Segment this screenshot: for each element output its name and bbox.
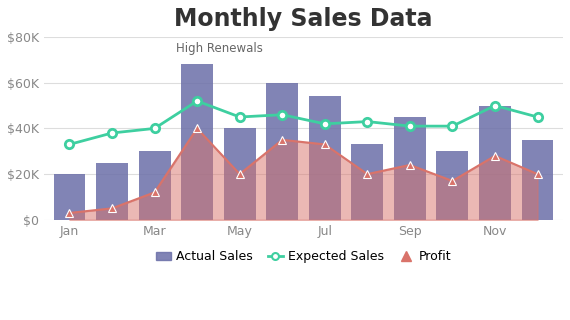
Text: High Renewals: High Renewals bbox=[176, 42, 263, 55]
Bar bbox=[309, 96, 341, 220]
Legend: Actual Sales, Expected Sales, Profit: Actual Sales, Expected Sales, Profit bbox=[151, 245, 456, 268]
Bar bbox=[96, 163, 128, 220]
Bar bbox=[351, 144, 383, 220]
Bar bbox=[437, 151, 469, 220]
Bar bbox=[266, 83, 298, 220]
Title: Monthly Sales Data: Monthly Sales Data bbox=[174, 7, 433, 31]
Bar bbox=[139, 151, 170, 220]
Bar bbox=[54, 174, 86, 220]
Bar bbox=[479, 106, 511, 220]
Bar bbox=[223, 128, 255, 220]
Bar bbox=[522, 140, 553, 220]
Bar bbox=[394, 117, 426, 220]
Bar bbox=[181, 64, 213, 220]
